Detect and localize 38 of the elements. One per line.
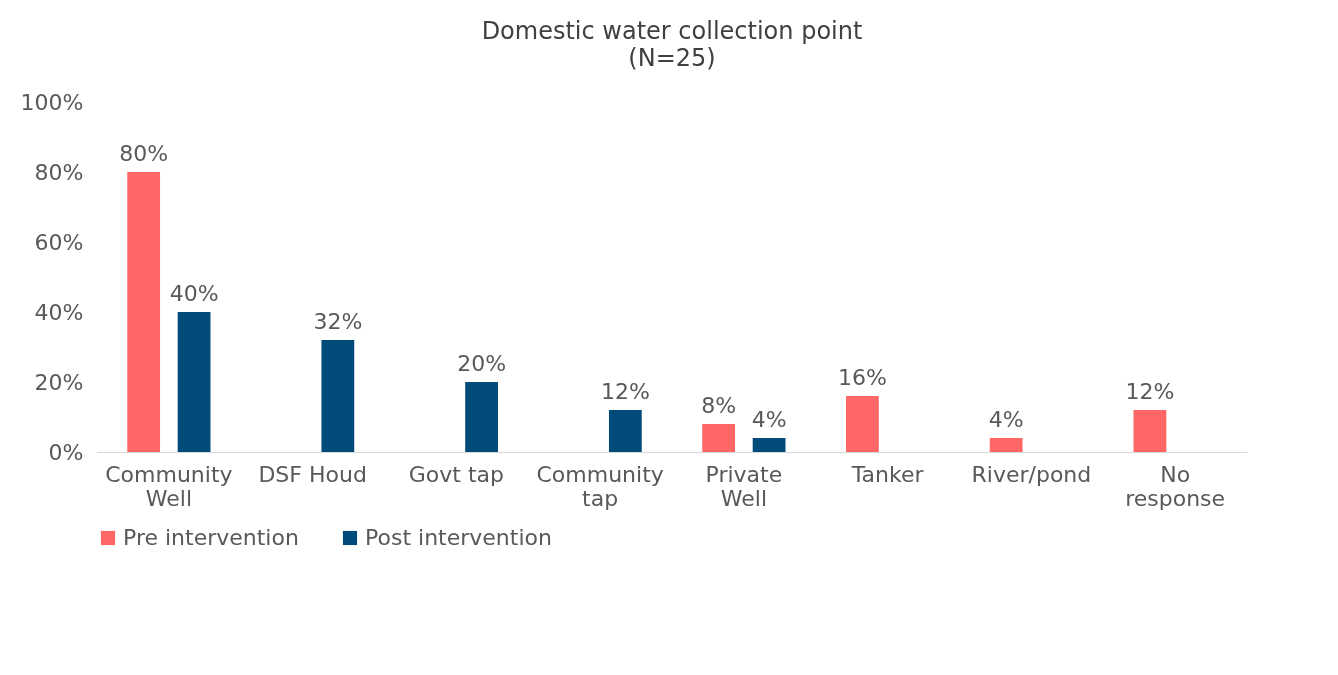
bar xyxy=(752,438,786,452)
bar xyxy=(702,424,736,452)
x-tick-label: DSF Houd xyxy=(258,461,367,487)
bar xyxy=(127,172,161,452)
bar xyxy=(465,382,498,452)
y-tick-label: 60% xyxy=(34,229,84,255)
data-label: 4% xyxy=(988,407,1024,432)
data-label: 80% xyxy=(119,141,169,166)
chart-subtitle: (N=25) xyxy=(628,44,716,72)
x-tick-label: Govt tap xyxy=(408,461,504,487)
data-label: 20% xyxy=(457,351,507,376)
y-tick-label: 20% xyxy=(34,369,84,395)
y-tick-label: 0% xyxy=(48,439,84,465)
data-label: 16% xyxy=(837,365,887,390)
data-label: 40% xyxy=(169,281,219,306)
bar xyxy=(608,410,642,452)
y-tick-label: 100% xyxy=(20,89,84,115)
x-tick-label: Community Well xyxy=(105,461,233,511)
data-label: 32% xyxy=(313,309,363,334)
bar xyxy=(846,396,879,452)
legend-label: Post intervention xyxy=(365,525,552,550)
data-label: 8% xyxy=(701,393,737,418)
x-tick-label: River/pond xyxy=(971,461,1092,487)
y-tick-label: 80% xyxy=(34,159,84,185)
x-tick-label: Private Well xyxy=(705,461,783,511)
data-label: 12% xyxy=(600,379,650,404)
bar xyxy=(177,312,211,452)
data-label: 12% xyxy=(1125,379,1175,404)
bar xyxy=(321,340,355,452)
y-tick-label: 40% xyxy=(34,299,84,325)
x-tick-label: Community tap xyxy=(536,461,664,511)
bar xyxy=(989,438,1023,452)
chart-title: Domestic water collection point xyxy=(481,17,863,45)
x-tick-label: Tanker xyxy=(850,461,925,487)
data-label: 4% xyxy=(751,407,787,432)
legend-label: Pre intervention xyxy=(123,525,299,550)
x-tick-label: No response xyxy=(1125,461,1226,511)
bar xyxy=(1133,410,1167,452)
